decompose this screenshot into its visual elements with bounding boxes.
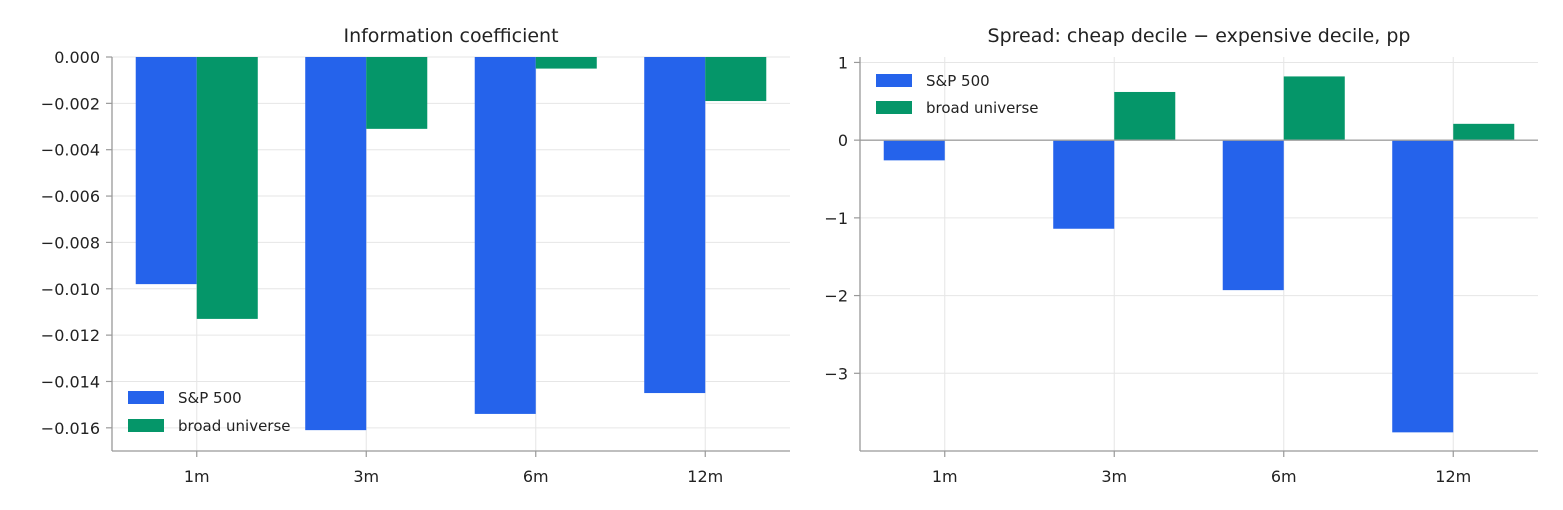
ic-bar-sp500-12m [644,57,706,394]
spread-ytick-label-2: −1 [824,209,848,228]
ic-ytick-label-1: −0.002 [41,94,100,113]
ic-ytick-label-4: −0.008 [41,233,100,252]
spread-ytick-label-1: 0 [838,131,848,150]
spread-chart-legend: S&P 500 broad universe [876,72,1039,117]
ic-chart-bars [135,57,767,431]
ic-ytick-label-7: −0.014 [41,372,100,391]
spread-ytick-label-3: −2 [824,287,848,306]
spread-legend-swatch-sp500 [876,74,912,87]
spread-bar-sp500-6m [1222,140,1284,291]
ic-xtick-label-2: 6m [523,467,549,486]
ic-xtick-label-0: 1m [184,467,210,486]
spread-legend-label-broad: broad universe [926,99,1039,117]
ic-xtick-label-3: 12m [687,467,723,486]
spread-chart-axes: 1 0 −1 −2 −3 1m 3m 6m 12m [824,53,1538,486]
spread-bar-broad-6m [1283,76,1345,141]
spread-bar-sp500-1m [883,140,945,161]
spread-xtick-label-3: 12m [1435,467,1471,486]
ic-bar-sp500-3m [305,57,367,431]
ic-bar-broad-3m [366,57,428,129]
ic-legend-label-sp500: S&P 500 [178,389,242,407]
spread-bar-broad-3m [1114,91,1176,141]
spread-xtick-label-2: 6m [1271,467,1297,486]
ic-bar-broad-12m [705,57,767,102]
spread-chart-title: Spread: cheap decile − expensive decile,… [988,25,1411,47]
spread-bar-sp500-3m [1053,140,1115,229]
ic-legend-label-broad: broad universe [178,417,291,435]
ic-xtick-label-1: 3m [353,467,379,486]
ic-chart-legend: S&P 500 broad universe [128,389,291,435]
ic-legend-swatch-broad [128,419,164,432]
spread-ytick-label-4: −3 [824,364,848,383]
ic-ytick-label-5: −0.010 [41,280,100,299]
spread-bar-sp500-12m [1392,140,1454,433]
spread-legend-swatch-broad [876,101,912,114]
spread-chart-bars [883,76,1515,433]
ic-legend-swatch-sp500 [128,391,164,404]
ic-ytick-label-6: −0.012 [41,326,100,345]
ic-ytick-label-8: −0.016 [41,419,100,438]
ic-ytick-label-0: 0.000 [54,48,100,67]
spread-ytick-label-0: 1 [838,53,848,72]
spread-xtick-label-0: 1m [932,467,958,486]
ic-bar-broad-6m [535,57,597,69]
spread-legend-label-sp500: S&P 500 [926,72,990,90]
spread-chart: Spread: cheap decile − expensive decile,… [824,25,1538,486]
ic-bar-sp500-6m [474,57,536,414]
spread-bar-broad-12m [1453,123,1515,141]
ic-bar-sp500-1m [135,57,197,285]
ic-chart: Information coefficient 0.000 −0.002 −0.00… [41,25,790,486]
ic-bar-broad-1m [196,57,258,319]
ic-ytick-label-3: −0.006 [41,187,100,206]
ic-chart-axes: 0.000 −0.002 −0.004 −0.006 −0.008 −0.010 −0.01… [41,48,790,486]
ic-ytick-label-2: −0.004 [41,141,100,160]
spread-xtick-label-1: 3m [1101,467,1127,486]
ic-chart-title: Information coefficient [343,25,558,47]
